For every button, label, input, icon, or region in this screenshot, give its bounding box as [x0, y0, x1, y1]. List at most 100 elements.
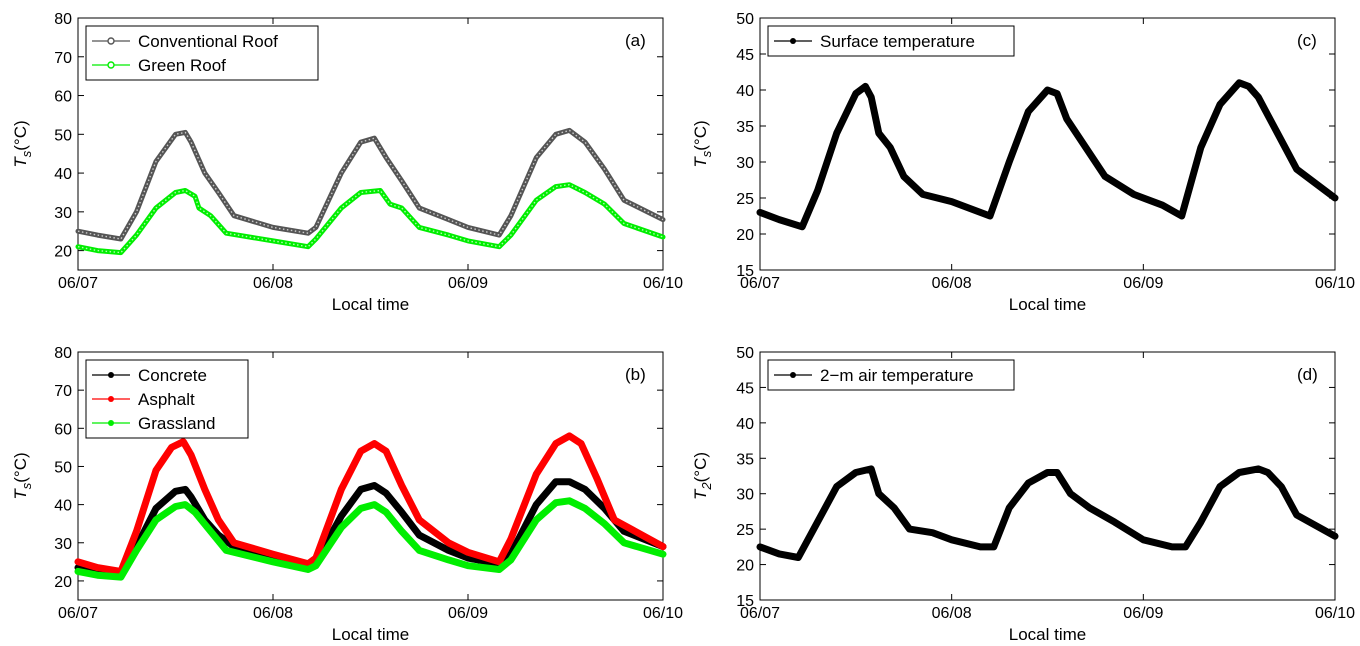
x-axis-label: Local time — [1009, 295, 1086, 314]
x-tick-label: 06/07 — [740, 275, 780, 292]
x-tick-label: 06/09 — [1123, 275, 1163, 292]
series-line-asphalt — [74, 432, 667, 575]
y-tick-label: 80 — [54, 345, 72, 362]
x-axis-label: Local time — [332, 625, 409, 644]
y-tick-label: 50 — [54, 459, 72, 476]
x-tick-label: 06/07 — [740, 605, 780, 622]
chart-panel-a: 20 30 40 50 60 70 80 06/07 06/08 06/09 06/10 Local … — [11, 11, 683, 314]
legend-entry-label: Grassland — [138, 414, 215, 433]
y-tick-label: 25 — [736, 191, 754, 208]
y-label-subscript: s — [19, 150, 34, 157]
x-tick-label: 06/09 — [448, 605, 488, 622]
legend-entry-label: Concrete — [138, 366, 207, 385]
y-label-subscript: s — [19, 482, 34, 489]
x-axis-label: Local time — [1009, 625, 1086, 644]
y-label-subscript: 2 — [699, 482, 714, 491]
y-tick-label: 70 — [54, 383, 72, 400]
x-tick-label: 06/07 — [58, 275, 98, 292]
y-label-symbol: T — [691, 488, 710, 500]
legend-entry-label: Asphalt — [138, 390, 195, 409]
plot-frame — [77, 351, 664, 601]
y-tick-label: 30 — [736, 487, 754, 504]
y-label-symbol: T — [691, 156, 710, 168]
legend-entry-label: Green Roof — [138, 56, 226, 75]
x-tick-label: 06/08 — [253, 275, 293, 292]
x-tick-label: 06/08 — [253, 605, 293, 622]
series-line-surface-temperature — [756, 79, 1339, 231]
y-tick-label: 45 — [736, 380, 754, 397]
y-tick-label: 60 — [54, 89, 72, 106]
legend-entry-label: Surface temperature — [820, 32, 975, 51]
x-tick-label: 06/10 — [643, 275, 683, 292]
y-tick-label: 50 — [736, 11, 754, 28]
y-tick-label: 70 — [54, 50, 72, 67]
y-tick-label: 35 — [736, 119, 754, 136]
y-tick-label: 40 — [54, 498, 72, 515]
legend-swatch-marker — [107, 37, 115, 45]
y-label-symbol: T — [11, 156, 30, 168]
y-tick-label: 35 — [736, 451, 754, 468]
y-tick-label: 80 — [54, 11, 72, 28]
y-axis-label: Ts(°C) — [11, 120, 34, 167]
y-tick-label: 40 — [54, 166, 72, 183]
plot-frame — [759, 351, 1336, 601]
chart-panel-d: 15 20 25 30 35 40 45 50 06/07 06/08 06/09 06/10 Loca… — [691, 345, 1355, 644]
series-line-concrete — [74, 478, 667, 577]
x-tick-label: 06/08 — [932, 275, 972, 292]
series-marker-pattern — [77, 183, 664, 254]
x-tick-label: 06/09 — [448, 275, 488, 292]
y-tick-label: 20 — [54, 244, 72, 261]
x-tick-label: 06/10 — [1315, 275, 1355, 292]
y-tick-label: 20 — [736, 558, 754, 575]
y-label-unit: (°C) — [691, 120, 710, 150]
y-tick-label: 30 — [736, 155, 754, 172]
chart-panel-b: 20 30 40 50 60 70 80 06/07 06/08 06/09 06/10 Local … — [11, 345, 683, 644]
panel-label: (d) — [1297, 365, 1318, 384]
panel-label: (b) — [625, 365, 646, 384]
y-axis-label: Ts(°C) — [691, 120, 714, 167]
plot-frame — [77, 17, 664, 271]
series-line-2-m-air-temperature — [756, 465, 1339, 561]
series-line-grassland — [74, 497, 667, 581]
legend-swatch-marker — [108, 396, 114, 402]
y-tick-label: 60 — [54, 421, 72, 438]
x-tick-label: 06/07 — [58, 605, 98, 622]
panel-label: (a) — [625, 31, 646, 50]
series-line-green-roof — [75, 182, 666, 256]
y-tick-label: 30 — [54, 205, 72, 222]
legend-swatch-marker — [107, 61, 115, 69]
legend-swatch-marker — [108, 420, 114, 426]
legend-swatch-marker — [790, 38, 796, 44]
series-line-conventional-roof — [75, 127, 666, 242]
plot-frame — [759, 17, 1336, 271]
y-tick-label: 25 — [736, 522, 754, 539]
y-label-unit: (°C) — [11, 120, 30, 150]
x-axis-label: Local time — [332, 295, 409, 314]
legend-entry-label: Conventional Roof — [138, 32, 278, 51]
y-axis-label: Ts(°C) — [11, 452, 34, 499]
y-label-unit: (°C) — [691, 452, 710, 482]
panel-label: (c) — [1297, 31, 1317, 50]
y-tick-label: 50 — [736, 345, 754, 362]
y-tick-label: 15 — [736, 263, 754, 280]
y-tick-label: 40 — [736, 416, 754, 433]
y-label-unit: (°C) — [11, 452, 30, 482]
y-tick-label: 45 — [736, 47, 754, 64]
y-tick-label: 30 — [54, 536, 72, 553]
y-tick-label: 15 — [736, 593, 754, 610]
x-tick-label: 06/08 — [932, 605, 972, 622]
legend-entry-label: 2−m air temperature — [820, 366, 974, 385]
y-label-subscript: s — [699, 150, 714, 157]
y-tick-label: 20 — [54, 574, 72, 591]
legend-swatch-marker — [108, 372, 114, 378]
x-tick-label: 06/10 — [1315, 605, 1355, 622]
y-label-symbol: T — [11, 488, 30, 500]
chart-panel-c: 15 20 25 30 35 40 45 50 06/07 06/08 06/09 06/10 Loca… — [691, 11, 1355, 314]
y-tick-label: 20 — [736, 227, 754, 244]
y-axis-label: T2(°C) — [691, 452, 714, 500]
y-tick-label: 50 — [54, 127, 72, 144]
x-tick-label: 06/09 — [1123, 605, 1163, 622]
y-tick-label: 40 — [736, 83, 754, 100]
x-tick-label: 06/10 — [643, 605, 683, 622]
